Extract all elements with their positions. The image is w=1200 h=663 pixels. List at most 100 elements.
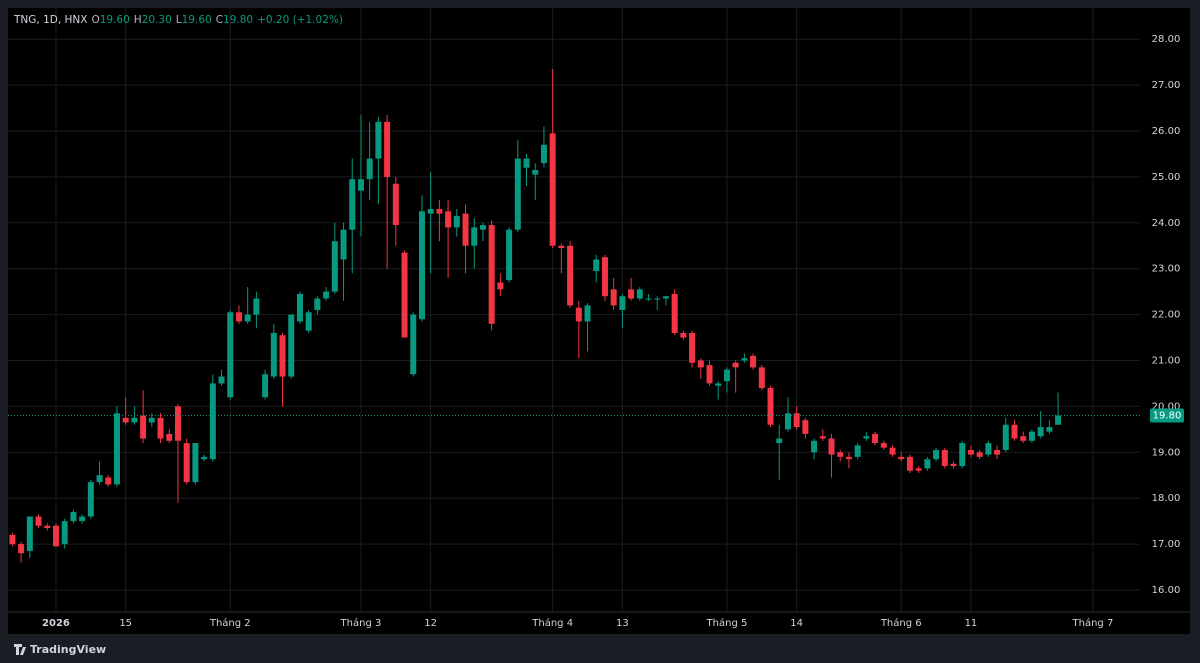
- candle-body: [323, 291, 330, 299]
- x-tick-label: Tháng 3: [340, 617, 382, 629]
- candle-body: [131, 417, 138, 423]
- candle-body: [201, 456, 208, 460]
- candle-body: [279, 335, 286, 377]
- x-tick-label: Tháng 7: [1072, 617, 1114, 629]
- candle-body: [462, 213, 469, 246]
- candle-body: [845, 456, 852, 460]
- candle-body: [209, 383, 216, 460]
- candle-body: [52, 525, 59, 547]
- brand-logo: [14, 644, 26, 655]
- candle-body: [540, 144, 547, 164]
- candle-body: [427, 209, 434, 214]
- candle-body: [1037, 427, 1044, 437]
- candle-body: [549, 133, 556, 246]
- candle-body: [514, 158, 521, 230]
- candle-body: [758, 367, 765, 389]
- x-tick-label: 11: [965, 618, 978, 629]
- candle-body: [671, 293, 678, 333]
- candle-body: [183, 443, 190, 483]
- x-tick-label: 13: [616, 618, 629, 629]
- ohlc-key: H: [133, 14, 142, 26]
- brand-name: TradingView: [30, 643, 106, 656]
- ohlc-item: L19.60: [176, 14, 212, 26]
- candle-body: [113, 413, 120, 485]
- candle-body: [619, 296, 626, 310]
- candle-body: [784, 413, 791, 430]
- x-tick-label: Tháng 6: [880, 617, 922, 629]
- candle-body: [985, 443, 992, 455]
- candle-body: [558, 245, 565, 249]
- candle-body: [9, 534, 16, 545]
- candle-body: [802, 420, 809, 434]
- candle-body: [715, 383, 722, 386]
- x-tick-label: Tháng 4: [531, 617, 573, 629]
- y-tick-label: 22.00: [1152, 310, 1181, 321]
- x-tick-label: Tháng 5: [706, 617, 748, 629]
- candle-body: [994, 449, 1001, 455]
- ohlc-key: L: [175, 14, 182, 26]
- ohlc-items: O19.60 H20.30 L19.60 C19.80: [91, 14, 253, 26]
- x-tick-label: 12: [424, 618, 437, 629]
- candle-body: [898, 456, 905, 460]
- candle-body: [192, 443, 199, 483]
- candle-body: [610, 289, 617, 306]
- x-tick-label: 2026: [42, 618, 70, 629]
- candle-body: [750, 355, 757, 368]
- candle-body: [906, 456, 913, 471]
- change: +0.20 (+1.02%): [257, 14, 343, 26]
- y-tick-label: 21.00: [1152, 355, 1181, 366]
- candle-body: [662, 296, 669, 299]
- candle-body: [488, 225, 495, 324]
- candle-body: [445, 211, 452, 228]
- chart-pane: [8, 8, 1190, 634]
- y-tick-label: 19.00: [1152, 447, 1181, 458]
- ohlc-value: 19.80: [223, 14, 254, 26]
- ohlc-value: 20.30: [141, 14, 172, 26]
- candle-body: [44, 525, 51, 529]
- candle-body: [828, 438, 835, 455]
- candle-body: [35, 516, 42, 526]
- candle-body: [479, 225, 486, 230]
- candle-body: [680, 332, 687, 338]
- y-tick-label: 20.00: [1152, 401, 1181, 412]
- footer-bar: [0, 638, 1200, 663]
- candle-body: [157, 417, 164, 439]
- x-tick-label: 15: [119, 618, 132, 629]
- candle-body: [87, 482, 94, 517]
- y-tick-label: 16.00: [1152, 585, 1181, 596]
- candle-body: [863, 436, 870, 439]
- candle-body: [227, 312, 234, 398]
- candle-body: [61, 521, 68, 545]
- candle-body: [793, 413, 800, 428]
- candle-body: [96, 475, 103, 483]
- y-tick-label: 26.00: [1152, 126, 1181, 137]
- candle-body: [122, 417, 129, 423]
- candle-body: [767, 388, 774, 425]
- candle-body: [567, 245, 574, 306]
- candle-body: [924, 459, 931, 469]
- candle-body: [811, 440, 818, 453]
- ohlc-item: O19.60: [91, 14, 129, 26]
- y-tick-label: 25.00: [1152, 172, 1181, 183]
- candle-body: [401, 252, 408, 338]
- candle-body: [976, 452, 983, 457]
- ohlc-value: 19.60: [99, 14, 130, 26]
- candle-body: [305, 312, 312, 331]
- candle-body: [366, 158, 373, 180]
- y-tick-label: 17.00: [1152, 539, 1181, 550]
- candle-body: [270, 332, 277, 377]
- candle-body: [105, 477, 112, 485]
- last-price-box: [1150, 408, 1184, 423]
- ohlc-value: 19.60: [181, 14, 212, 26]
- candle-body: [854, 445, 861, 457]
- x-tick-label: 14: [790, 618, 803, 629]
- legend-header: TNG, 1D, HNX O19.60 H20.30 L19.60 C19.80 +0…: [14, 14, 343, 26]
- candle-body: [819, 436, 826, 439]
- candle-body: [933, 449, 940, 460]
- candle-body: [967, 449, 974, 455]
- candle-body: [418, 211, 425, 320]
- candle-body: [148, 417, 155, 423]
- candle-body: [723, 369, 730, 382]
- x-tick-label: Tháng 2: [209, 617, 251, 629]
